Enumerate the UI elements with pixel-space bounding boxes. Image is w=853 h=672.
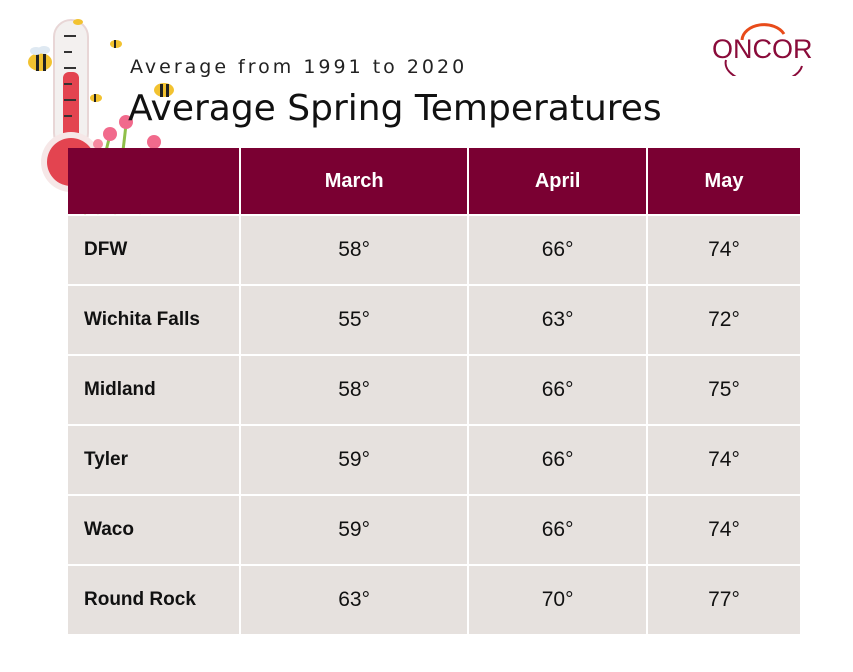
value-cell: 58° bbox=[241, 356, 468, 424]
value-cell: 77° bbox=[647, 566, 800, 634]
value-cell: 63° bbox=[241, 566, 468, 634]
city-cell: Tyler bbox=[68, 426, 239, 494]
bee-icon bbox=[28, 19, 174, 102]
value-cell: 74° bbox=[647, 426, 800, 494]
value-cell: 66° bbox=[469, 356, 646, 424]
value-cell: 75° bbox=[647, 356, 800, 424]
city-cell: DFW bbox=[68, 216, 239, 284]
value-cell: 58° bbox=[241, 216, 468, 284]
city-cell: Round Rock bbox=[68, 566, 239, 634]
header-cell-march: March bbox=[241, 148, 468, 214]
city-cell: Waco bbox=[68, 496, 239, 564]
value-cell: 59° bbox=[241, 496, 468, 564]
subtitle: Average from 1991 to 2020 bbox=[130, 56, 468, 78]
logo-text: ONCOR bbox=[712, 34, 813, 64]
page-title: Average Spring Temperatures bbox=[128, 88, 662, 129]
header-cell-april: April bbox=[469, 148, 646, 214]
header-cell-blank bbox=[68, 148, 239, 214]
oncor-logo: ONCOR bbox=[712, 20, 830, 76]
city-cell: Midland bbox=[68, 356, 239, 424]
city-cell: Wichita Falls bbox=[68, 286, 239, 354]
temperature-table: March April May DFW 58° 66° 74° Wichita … bbox=[66, 146, 802, 636]
value-cell: 66° bbox=[469, 496, 646, 564]
value-cell: 55° bbox=[241, 286, 468, 354]
table-row: Midland 58° 66° 75° bbox=[68, 356, 800, 424]
table-row: DFW 58° 66° 74° bbox=[68, 216, 800, 284]
value-cell: 72° bbox=[647, 286, 800, 354]
value-cell: 66° bbox=[469, 426, 646, 494]
table-row: Waco 59° 66° 74° bbox=[68, 496, 800, 564]
value-cell: 59° bbox=[241, 426, 468, 494]
logo-arc-icon bbox=[724, 23, 803, 76]
value-cell: 70° bbox=[469, 566, 646, 634]
value-cell: 63° bbox=[469, 286, 646, 354]
value-cell: 74° bbox=[647, 216, 800, 284]
header-row: March April May bbox=[68, 148, 800, 214]
table-row: Tyler 59° 66° 74° bbox=[68, 426, 800, 494]
table-row: Wichita Falls 55° 63° 72° bbox=[68, 286, 800, 354]
value-cell: 66° bbox=[469, 216, 646, 284]
table-row: Round Rock 63° 70° 77° bbox=[68, 566, 800, 634]
header-cell-may: May bbox=[647, 148, 800, 214]
value-cell: 74° bbox=[647, 496, 800, 564]
